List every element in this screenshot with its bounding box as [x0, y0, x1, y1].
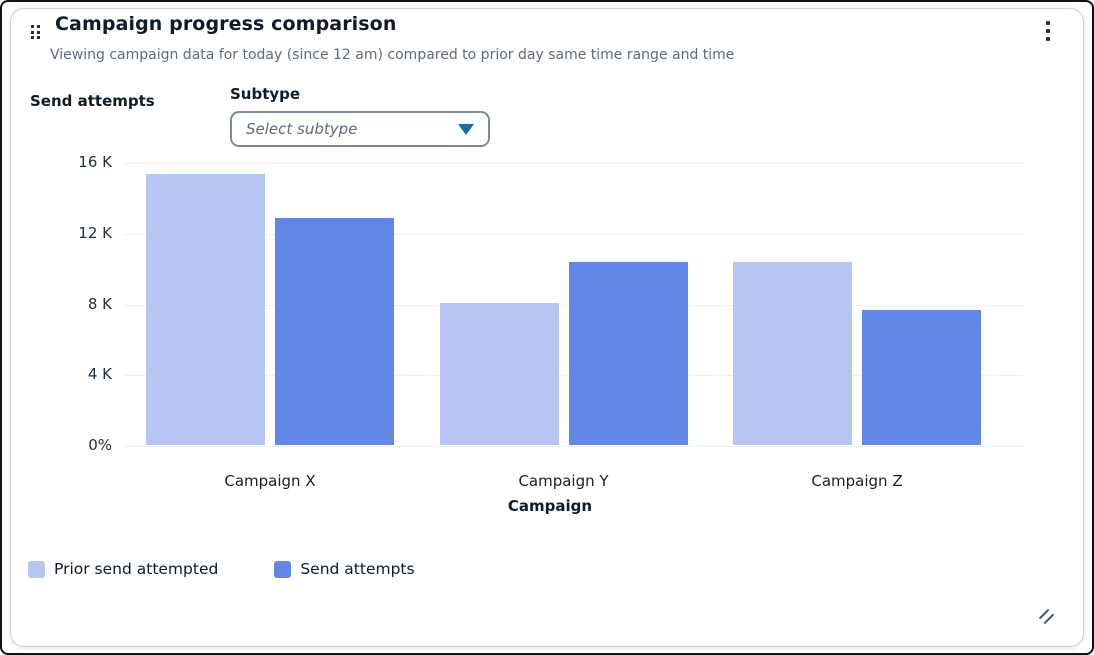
- legend-label: Prior send attempted: [54, 560, 219, 578]
- gridline: [125, 233, 1023, 235]
- vertical-ellipsis-icon[interactable]: [1032, 14, 1064, 48]
- legend-label: Send attempts: [300, 560, 415, 578]
- bar-send-attempts-campaign-y[interactable]: [568, 262, 688, 445]
- y-tick-label: 16 K: [78, 153, 112, 171]
- x-tick-label: Campaign Y: [518, 472, 609, 490]
- subtype-select[interactable]: Select subtype: [230, 111, 490, 147]
- y-tick-label: 0%: [88, 436, 112, 454]
- legend-item-send-attempts[interactable]: Send attempts: [274, 560, 415, 578]
- chart-legend: Prior send attempted Send attempts: [28, 560, 415, 578]
- y-tick-label: 12 K: [78, 223, 112, 242]
- y-axis-title: Send attempts: [30, 92, 155, 110]
- legend-item-prior-send-attempted[interactable]: Prior send attempted: [28, 560, 218, 578]
- resize-handle-icon[interactable]: [1034, 604, 1058, 628]
- legend-swatch: [274, 560, 292, 578]
- subtype-label: Subtype: [230, 85, 301, 103]
- x-tick-label: Campaign X: [224, 472, 316, 490]
- bar-prior-send-attempted-campaign-x[interactable]: [146, 173, 265, 445]
- bar-prior-send-attempted-campaign-z[interactable]: [733, 262, 852, 445]
- widget-subtitle: Viewing campaign data for today (since 1…: [50, 47, 735, 63]
- y-tick-label: 4 K: [87, 365, 112, 384]
- legend-swatch: [28, 560, 45, 578]
- widget-title: Campaign progress comparison: [55, 13, 397, 35]
- bar-prior-send-attempted-campaign-y[interactable]: [439, 302, 559, 445]
- x-axis-title: Campaign: [507, 497, 593, 515]
- gridline: [125, 163, 1023, 164]
- chevron-down-icon: [458, 123, 474, 135]
- x-tick-label: Campaign Z: [811, 472, 903, 490]
- drag-handle-icon[interactable]: [28, 22, 43, 42]
- y-tick-label: 8 K: [87, 294, 112, 313]
- subtype-placeholder: Select subtype: [246, 120, 358, 138]
- bar-send-attempts-campaign-z[interactable]: [862, 309, 981, 445]
- bar-send-attempts-campaign-x[interactable]: [275, 217, 394, 445]
- gridline: [125, 446, 1023, 447]
